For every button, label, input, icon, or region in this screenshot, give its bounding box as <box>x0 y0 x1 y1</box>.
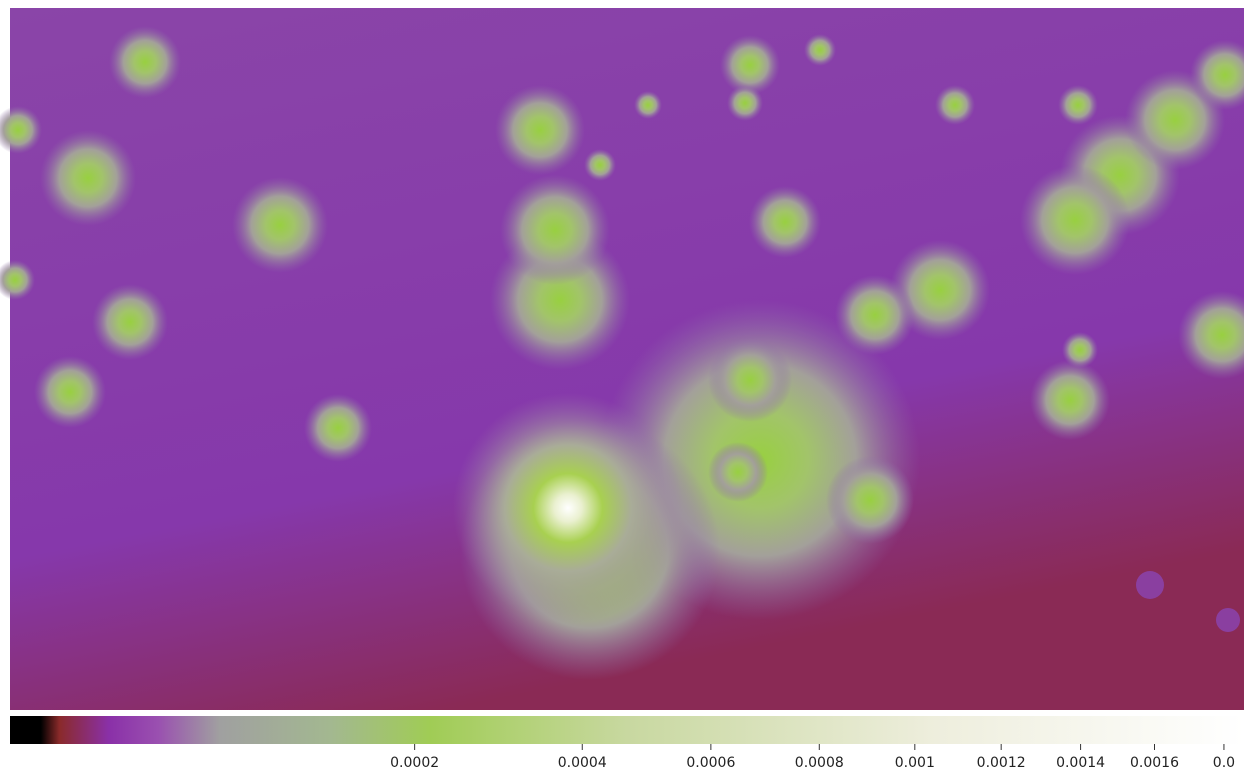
source <box>453 393 683 623</box>
source <box>34 356 106 428</box>
source <box>500 175 610 285</box>
source <box>232 177 328 273</box>
source <box>92 284 168 360</box>
viewer: 0.0002 0.0004 0.0006 0.0008 0.001 0.0012 0.001… <box>0 0 1244 772</box>
source <box>804 34 836 66</box>
source <box>749 186 821 258</box>
source <box>304 394 372 462</box>
colorbar-tick-label: 0.0016 <box>1130 755 1179 771</box>
source <box>634 91 662 119</box>
colorbar-tick-label: 0.0006 <box>686 755 735 771</box>
page: 0.0002 0.0004 0.0006 0.0008 0.001 0.0012 0.001… <box>0 0 1244 772</box>
colorbar-tick-label: 0.0008 <box>795 755 844 771</box>
source <box>835 275 915 355</box>
source <box>1062 332 1098 368</box>
source <box>826 456 914 544</box>
colorbar <box>10 716 1244 744</box>
source <box>109 26 181 98</box>
source <box>708 338 792 422</box>
source <box>495 85 585 175</box>
colorbar-tick-label: 0.0014 <box>1056 755 1105 771</box>
source <box>584 149 616 181</box>
source <box>1058 85 1098 125</box>
source <box>1136 571 1164 599</box>
colorbar-tick-label: 0.001 <box>895 755 935 771</box>
colorbar-tick-label: 0.0 <box>1213 755 1235 771</box>
source <box>1020 165 1130 275</box>
source <box>708 442 768 502</box>
source <box>1216 608 1240 632</box>
colorbar-tick-label: 0.0012 <box>977 755 1026 771</box>
source <box>1030 360 1110 440</box>
source <box>727 85 763 121</box>
colorbar-tick-label: 0.0004 <box>558 755 607 771</box>
source <box>935 85 975 125</box>
source <box>40 130 136 226</box>
colorbar-tick-label: 0.0002 <box>390 755 439 771</box>
